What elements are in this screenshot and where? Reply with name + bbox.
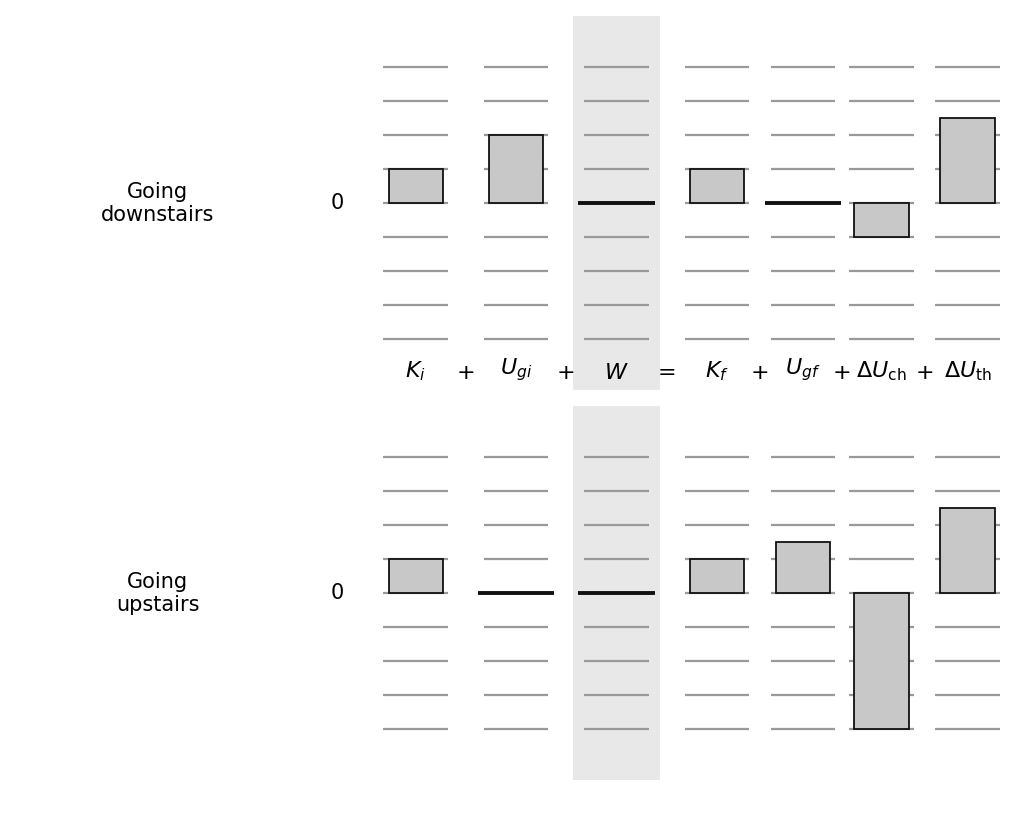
Bar: [854, 593, 909, 729]
Text: +: +: [915, 363, 934, 383]
Text: +: +: [557, 363, 575, 383]
Bar: [689, 169, 744, 203]
Bar: [689, 559, 744, 593]
Text: +: +: [833, 363, 852, 383]
Text: Going
upstairs: Going upstairs: [116, 572, 200, 615]
Text: $U_{gf}$: $U_{gf}$: [785, 356, 820, 383]
Text: Going
downstairs: Going downstairs: [101, 181, 214, 225]
Bar: [388, 559, 443, 593]
Text: $K_i$: $K_i$: [406, 359, 426, 383]
Bar: [940, 508, 995, 593]
Bar: [940, 118, 995, 203]
Text: +: +: [457, 363, 475, 383]
Text: $\Delta U_{\mathrm{th}}$: $\Delta U_{\mathrm{th}}$: [944, 359, 991, 383]
Text: $U_{gi}$: $U_{gi}$: [500, 356, 532, 383]
Bar: [488, 135, 544, 203]
Bar: [775, 542, 830, 593]
Text: =: =: [657, 363, 676, 383]
Text: 0: 0: [331, 193, 343, 213]
Text: $K_f$: $K_f$: [705, 359, 729, 383]
Bar: [388, 169, 443, 203]
Bar: [854, 203, 909, 237]
Bar: [572, 406, 660, 780]
Text: $\Delta U_{\mathrm{ch}}$: $\Delta U_{\mathrm{ch}}$: [856, 359, 907, 383]
Text: 0: 0: [331, 584, 343, 603]
Text: $W$: $W$: [604, 363, 629, 383]
Text: +: +: [751, 363, 769, 383]
Bar: [572, 16, 660, 390]
